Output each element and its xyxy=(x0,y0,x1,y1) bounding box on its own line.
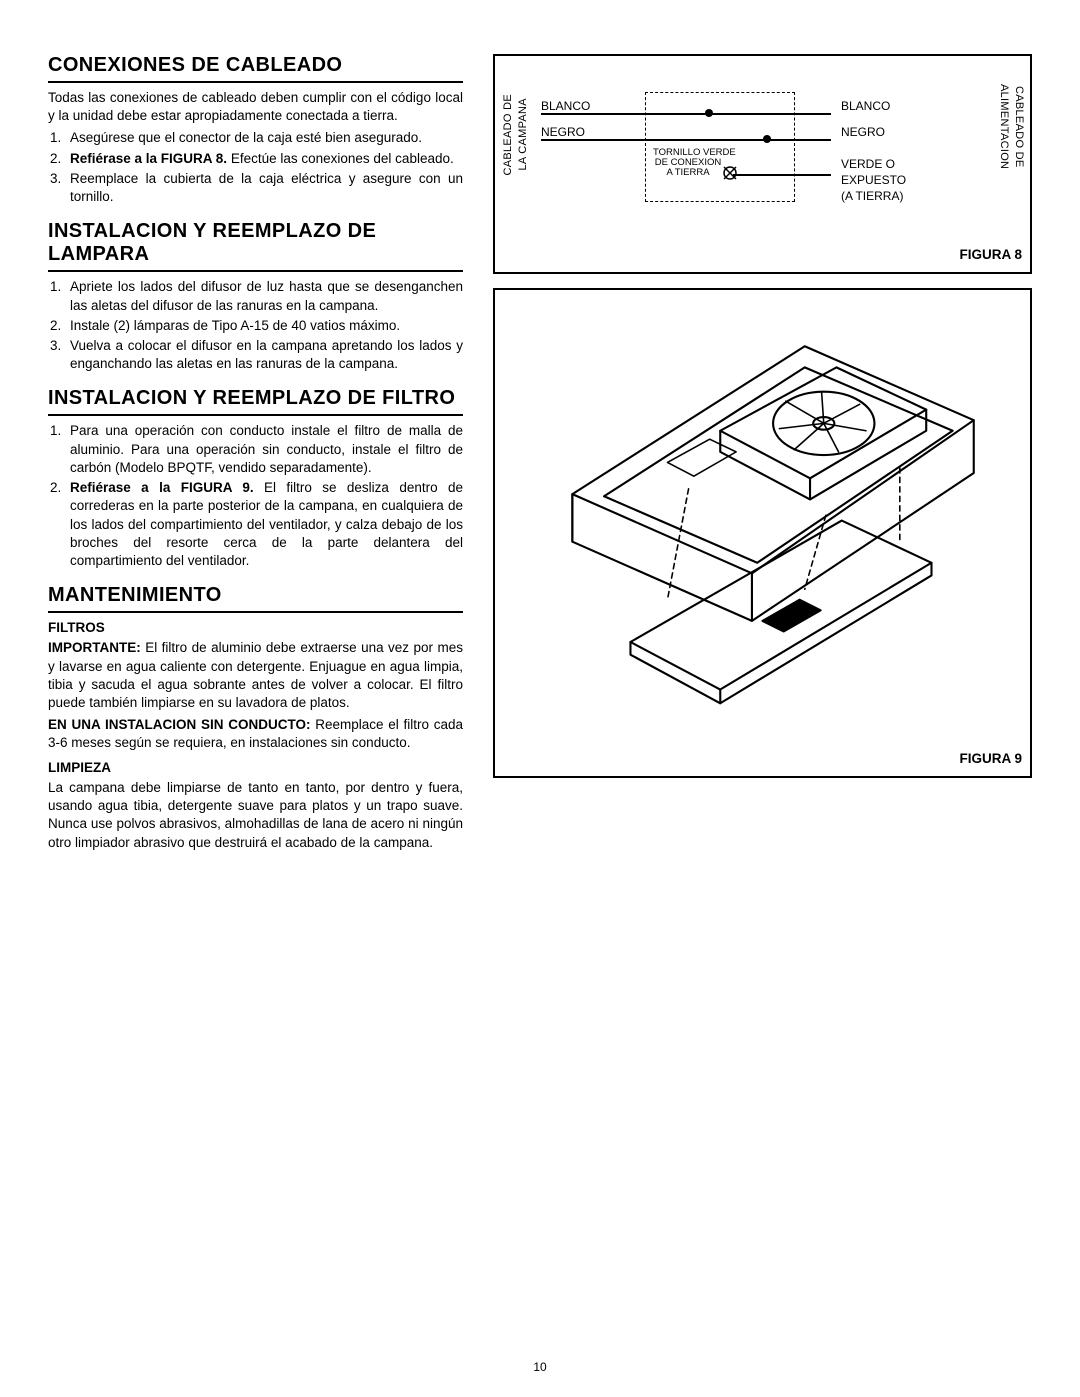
section-2-list: 1.Apriete los lados del difusor de luz h… xyxy=(48,278,463,373)
label-blanco-left: BLANCO xyxy=(541,98,590,114)
left-column: CONEXIONES DE CABLEADO Todas las conexio… xyxy=(48,54,463,856)
s2-item-2: 2.Instale (2) lámparas de Tipo A-15 de 4… xyxy=(48,317,463,335)
filtros-subhead: FILTROS xyxy=(48,619,463,637)
page-columns: CONEXIONES DE CABLEADO Todas las conexio… xyxy=(48,54,1032,856)
label-blanco-right: BLANCO xyxy=(841,98,890,114)
section-2-title: INSTALACION Y REEMPLAZO DE LAMPARA xyxy=(48,220,463,272)
s1-item-2: 2.Refiérase a la FIGURA 8. Efectúe las c… xyxy=(48,150,463,168)
s2-item-1: 1.Apriete los lados del difusor de luz h… xyxy=(48,278,463,314)
s3-item-1: 1.Para una operación con conducto instal… xyxy=(48,422,463,477)
section-4-title: MANTENIMIENTO xyxy=(48,584,463,613)
s2-item-3: 3.Vuelva a colocar el difusor en la camp… xyxy=(48,337,463,373)
right-column: CABLEADO DE LA CAMPANA CABLEADO DE ALIME… xyxy=(493,54,1032,856)
s3-item-2: 2.Refiérase a la FIGURA 9. El filtro se … xyxy=(48,479,463,570)
hood-exploded-drawing xyxy=(509,304,1016,769)
page-number: 10 xyxy=(533,1359,546,1375)
section-3-title: INSTALACION Y REEMPLAZO DE FILTRO xyxy=(48,387,463,416)
limpieza-subhead: LIMPIEZA xyxy=(48,759,463,777)
figure-9: FIGURA 9 xyxy=(493,288,1032,778)
label-verde-1: VERDE O xyxy=(841,156,895,172)
figure-8-caption: FIGURA 8 xyxy=(959,246,1022,264)
fig8-right-caption: CABLEADO DE ALIMENTACION xyxy=(996,84,1026,169)
filtros-para-1: IMPORTANTE: El filtro de aluminio debe e… xyxy=(48,639,463,712)
section-1-title: CONEXIONES DE CABLEADO xyxy=(48,54,463,83)
figure-8: CABLEADO DE LA CAMPANA CABLEADO DE ALIME… xyxy=(493,54,1032,274)
s1-item-1: 1.Asegúrese que el conector de la caja e… xyxy=(48,129,463,147)
label-negro-right: NEGRO xyxy=(841,124,885,140)
wiring-diagram: CABLEADO DE LA CAMPANA CABLEADO DE ALIME… xyxy=(495,56,1030,272)
filtros-para-2: EN UNA INSTALACION SIN CONDUCTO: Reempla… xyxy=(48,716,463,752)
limpieza-para: La campana debe limpiarse de tanto en ta… xyxy=(48,779,463,852)
label-verde-2: EXPUESTO xyxy=(841,172,906,188)
label-verde-3: (A TIERRA) xyxy=(841,188,903,204)
fig8-left-caption: CABLEADO DE LA CAMPANA xyxy=(501,94,531,176)
section-1-intro: Todas las conexiones de cableado deben c… xyxy=(48,89,463,125)
ground-screw-label: TORNILLO VERDE DE CONEXION A TIERRA xyxy=(653,148,723,178)
section-3-list: 1.Para una operación con conducto instal… xyxy=(48,422,463,570)
s1-item-3: 3.Reemplace la cubierta de la caja eléct… xyxy=(48,170,463,206)
section-1-list: 1.Asegúrese que el conector de la caja e… xyxy=(48,129,463,206)
label-negro-left: NEGRO xyxy=(541,124,585,140)
figure-9-caption: FIGURA 9 xyxy=(959,750,1022,768)
